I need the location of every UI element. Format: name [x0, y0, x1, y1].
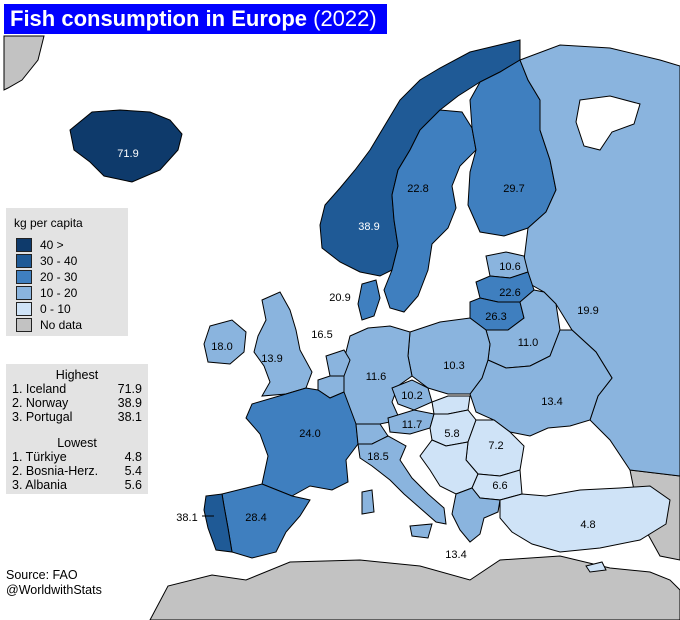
country-cyprus [585, 561, 607, 573]
legend-label: 20 - 30 [40, 270, 78, 284]
lowest-name: 3. Albania [12, 478, 67, 492]
label-czechia: 10.2 [401, 390, 422, 402]
label-denmark: 20.9 [329, 292, 350, 304]
legend-swatch [16, 270, 32, 284]
lowest-name: 2. Bosnia-Herz. [12, 464, 99, 478]
label-netherlands: 16.5 [311, 329, 332, 341]
label-belarus: 11.0 [518, 337, 539, 349]
label-portugal: 38.1 [176, 512, 197, 524]
label-turkiye: 4.8 [580, 519, 595, 531]
label-norway: 38.9 [358, 221, 379, 233]
legend-row: 10 - 20 [16, 286, 77, 300]
country-denmark [357, 279, 381, 321]
country-italy-sardinia [361, 489, 375, 515]
legend-row: 20 - 30 [16, 270, 77, 284]
label-russia: 19.9 [577, 305, 598, 317]
legend-row: 30 - 40 [16, 254, 77, 268]
chart-title: Fish consumption in Europe (2022) [4, 4, 387, 34]
source-handle: @WorldwithStats [6, 583, 102, 597]
country-sweden [383, 109, 477, 313]
highest-value: 38.9 [117, 396, 142, 410]
highest-name: 1. Iceland [12, 382, 67, 396]
label-iceland: 71.9 [117, 148, 138, 160]
label-uk: 13.9 [261, 353, 282, 365]
country-italy [357, 435, 447, 525]
legend-row: No data [16, 318, 82, 332]
legend-label: 10 - 20 [40, 286, 78, 300]
lowest-value: 4.8 [124, 450, 142, 464]
label-hungary: 5.8 [444, 428, 459, 440]
legend-swatch [16, 302, 32, 316]
label-austria: 11.7 [402, 419, 423, 431]
source-note: Source: FAO @WorldwithStats [6, 568, 102, 598]
label-romania: 7.2 [488, 440, 503, 452]
country-poland [407, 317, 491, 395]
value-labels: 71.9 38.9 22.8 29.7 19.9 10.6 22.6 26.3 … [117, 148, 598, 561]
highest-value: 71.9 [117, 382, 142, 396]
country-france [245, 387, 359, 497]
legend-title: kg per capita [14, 216, 83, 230]
legend: kg per capita 40 > 30 - 40 20 - 30 10 - … [6, 208, 128, 336]
country-ukraine [469, 329, 613, 437]
label-finland: 29.7 [503, 183, 524, 195]
title-main: Fish consumption in Europe [10, 6, 307, 31]
label-sweden: 22.8 [407, 183, 428, 195]
legend-swatch [16, 318, 32, 332]
highest-title: Highest [55, 368, 99, 382]
legend-swatch [16, 238, 32, 252]
label-ireland: 18.0 [211, 341, 232, 353]
legend-swatch [16, 286, 32, 300]
white-sea [575, 95, 641, 151]
country-norway [319, 39, 521, 277]
legend-label: 40 > [40, 238, 64, 252]
country-ireland [203, 319, 247, 365]
country-netherlands [325, 349, 351, 377]
label-latvia: 22.6 [499, 287, 520, 299]
label-poland: 10.3 [443, 360, 464, 372]
rankings-box: Highest 1. Iceland 71.9 2. Norway 38.9 3… [6, 364, 148, 494]
country-italy-sicily [409, 523, 433, 539]
highest-name: 2. Norway [12, 396, 69, 410]
country-turkiye [499, 485, 671, 553]
label-germany: 11.6 [366, 371, 387, 383]
label-lithuania: 26.3 [485, 311, 506, 323]
greenland-corner [3, 35, 45, 91]
highest-value: 38.1 [117, 410, 142, 424]
title-year: (2022) [313, 6, 377, 31]
north-africa [149, 555, 680, 620]
legend-row: 40 > [16, 238, 64, 252]
legend-row: 0 - 10 [16, 302, 71, 316]
source-line: Source: FAO [6, 568, 78, 582]
highest-name: 3. Portugal [12, 410, 73, 424]
lowest-name: 1. Türkiye [12, 450, 67, 464]
legend-label: 0 - 10 [40, 302, 71, 316]
lowest-value: 5.4 [124, 464, 142, 478]
label-ukraine: 13.4 [541, 396, 562, 408]
label-italy: 18.5 [367, 451, 388, 463]
legend-swatch [16, 254, 32, 268]
country-greece [451, 487, 501, 543]
label-estonia: 10.6 [499, 261, 520, 273]
legend-label: No data [40, 318, 83, 332]
lowest-title: Lowest [57, 436, 97, 450]
label-spain: 28.4 [245, 512, 266, 524]
label-france: 24.0 [299, 428, 320, 440]
label-greece: 13.4 [445, 549, 466, 561]
label-bulgaria: 6.6 [492, 480, 507, 492]
legend-label: 30 - 40 [40, 254, 78, 268]
country-iceland [69, 109, 183, 183]
lowest-value: 5.6 [124, 478, 142, 492]
